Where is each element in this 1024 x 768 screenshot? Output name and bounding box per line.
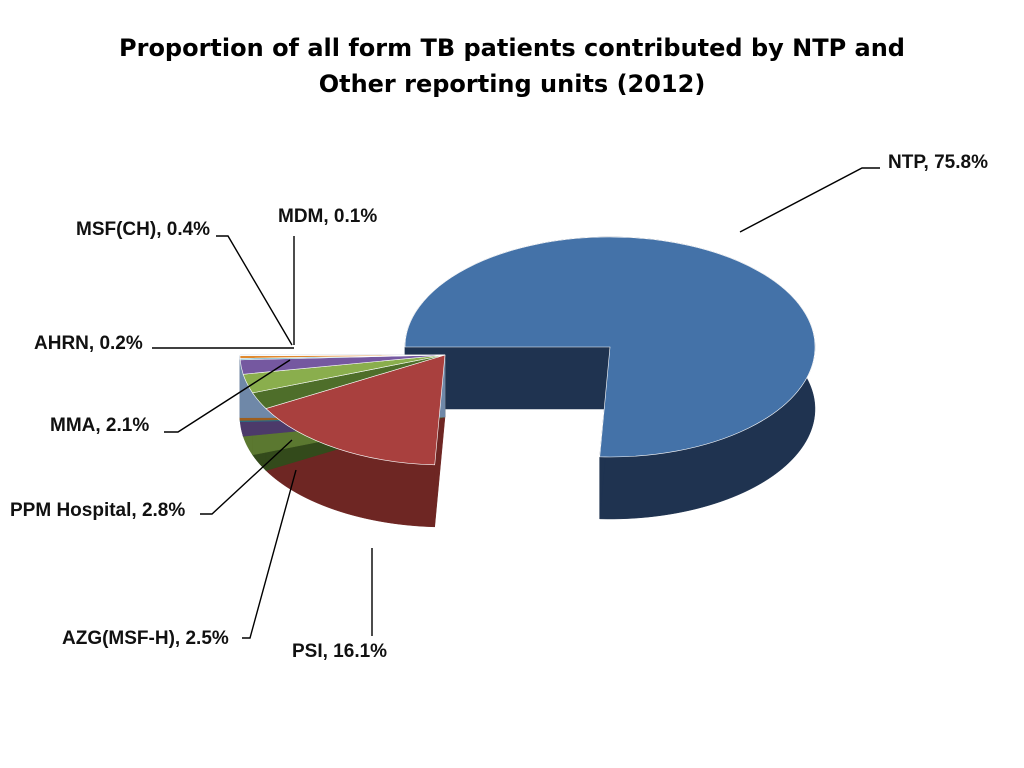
- leader-line-ppm-hospital: [200, 439, 293, 515]
- pie-top-faces: [239, 236, 816, 466]
- data-label-mdm: MDM, 0.1%: [278, 206, 377, 227]
- leader-line-msf-ch-: [216, 235, 293, 346]
- data-label-ntp: NTP, 75.8%: [888, 152, 988, 173]
- chart-title: Proportion of all form TB patients contr…: [40, 30, 984, 102]
- slice-ntp: [404, 236, 816, 458]
- leader-lines: [152, 167, 880, 639]
- leader-line-ntp: [739, 167, 880, 233]
- data-label-psi: PSI, 16.1%: [292, 641, 387, 662]
- data-label-ppm-hospital: PPM Hospital, 2.8%: [10, 500, 185, 521]
- slice-mdm: [239, 354, 446, 356]
- data-label-azg-msf-h-: AZG(MSF-H), 2.5%: [62, 628, 229, 649]
- data-label-msf-ch-: MSF(CH), 0.4%: [76, 219, 210, 240]
- chart-title-line-2: Other reporting units (2012): [318, 70, 706, 98]
- chart-title-line-1: Proportion of all form TB patients contr…: [119, 34, 905, 62]
- slice-psi: [265, 354, 446, 466]
- data-label-ahrn: AHRN, 0.2%: [34, 333, 143, 354]
- leader-line-azg-msf-h-: [242, 469, 297, 639]
- leader-line-mma: [164, 359, 291, 433]
- data-label-mma: MMA, 2.1%: [50, 415, 149, 436]
- data-labels: NTP, 75.8% PSI, 16.1% AZG(MSF-H), 2.5% PPM …: [10, 152, 988, 662]
